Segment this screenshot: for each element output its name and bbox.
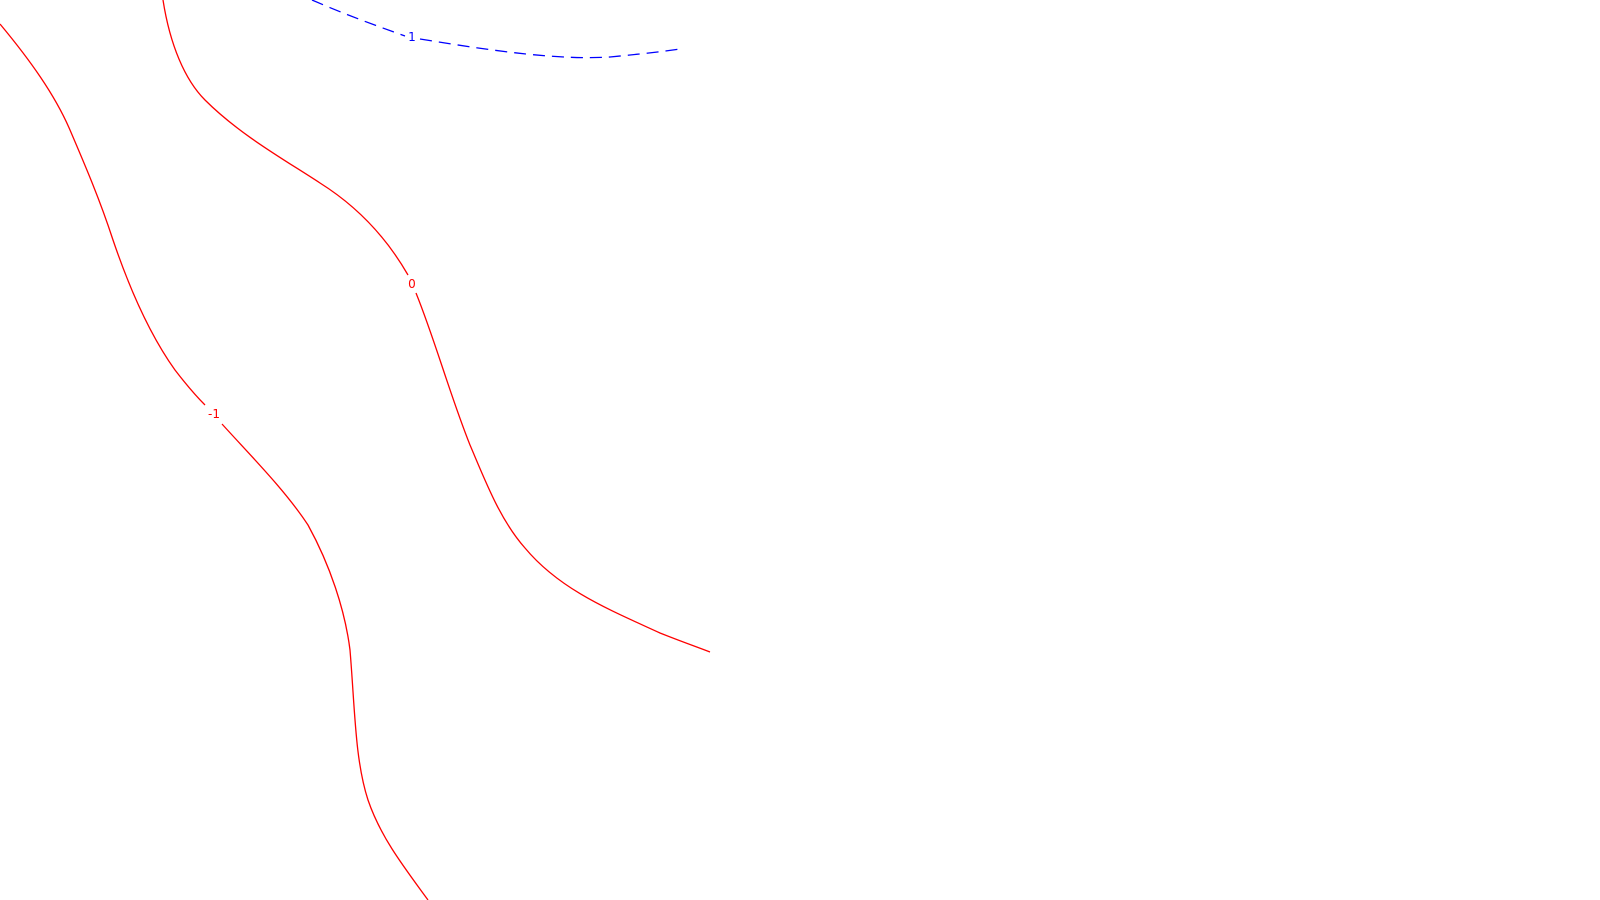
contour-label-red-neg1: -1 <box>208 407 220 421</box>
contour-line-red-0-cont <box>415 292 711 653</box>
contour-line-red-neg1-cont <box>221 423 429 900</box>
contour-line-red-neg1 <box>0 23 206 406</box>
contour-line-red-0 <box>162 0 409 276</box>
contour-line-blue <box>311 0 406 37</box>
contour-label-blue: 1 <box>408 30 416 44</box>
contour-label-red-0: 0 <box>408 277 416 291</box>
contour-line-blue-cont <box>419 38 681 59</box>
